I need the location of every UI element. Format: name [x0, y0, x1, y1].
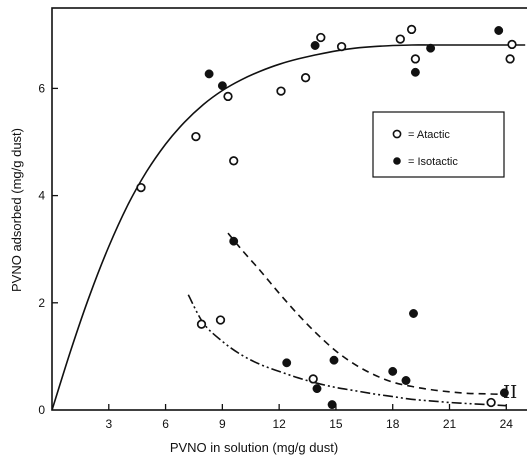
point-isotactic-14: [499, 388, 509, 398]
point-isotactic-11: [388, 366, 398, 376]
point-atactic-3: [229, 156, 239, 166]
point-atactic-13: [196, 319, 207, 329]
point-atactic-8: [395, 34, 405, 44]
point-isotactic-9: [329, 355, 339, 365]
x-tick-label-15: 15: [329, 417, 343, 431]
point-isotactic-2: [310, 41, 320, 50]
data-points: [136, 24, 517, 410]
y-tick-label-0: 0: [38, 403, 45, 417]
point-atactic-12: [505, 54, 515, 64]
point-isotactic-4: [426, 43, 436, 53]
x-tick-label-24: 24: [500, 417, 514, 431]
y-tick-label-6: 6: [38, 81, 45, 95]
point-atactic-4: [276, 86, 286, 96]
point-isotactic-5: [494, 26, 504, 35]
legend: = Atactic = Isotactic: [372, 111, 505, 178]
point-atactic-5: [300, 73, 311, 83]
point-isotactic-3: [410, 67, 420, 77]
x-tick-label-12: 12: [272, 417, 286, 431]
x-axis-title: PVNO in solution (mg/g dust): [170, 440, 338, 455]
x-tick-label-6: 6: [162, 417, 169, 431]
x-tick-label-3: 3: [105, 417, 112, 431]
point-atactic-14: [215, 315, 226, 325]
curve-label-II: II: [503, 382, 517, 403]
fitted-curves: [51, 44, 526, 411]
curve-curve-dashed: [227, 232, 507, 396]
point-atactic-0: [136, 182, 146, 193]
curve-curve-I: [51, 44, 526, 411]
point-isotactic-7: [282, 358, 292, 368]
y-tick-label-2: 2: [38, 296, 45, 310]
point-isotactic-10: [327, 400, 337, 410]
point-isotactic-12: [401, 376, 411, 385]
legend-isotactic-marker: [393, 157, 401, 165]
legend-box: [372, 111, 505, 178]
point-atactic-10: [410, 54, 421, 64]
y-axis-title: PVNO adsorbed (mg/g dust): [9, 128, 24, 292]
x-tick-label-21: 21: [443, 417, 457, 431]
legend-atactic-marker: [392, 129, 402, 139]
plot-frame: [51, 7, 527, 411]
point-atactic-15: [308, 374, 318, 384]
x-tick-label-18: 18: [386, 417, 400, 431]
point-atactic-7: [336, 41, 347, 52]
curve-curve-II: [187, 294, 507, 407]
y-tick-label-4: 4: [38, 189, 45, 203]
point-atactic-2: [223, 91, 233, 102]
legend-atactic-label: = Atactic: [408, 129, 450, 141]
point-atactic-6: [316, 32, 326, 43]
point-isotactic-0: [204, 69, 214, 79]
point-isotactic-13: [409, 309, 418, 318]
point-isotactic-8: [312, 384, 322, 394]
point-atactic-9: [406, 24, 417, 35]
point-isotactic-6: [229, 236, 239, 246]
point-isotactic-1: [217, 81, 227, 91]
point-atactic-1: [191, 131, 201, 142]
x-tick-label-9: 9: [219, 417, 226, 431]
legend-isotactic-label: = Isotactic: [408, 156, 458, 168]
point-atactic-11: [507, 39, 517, 50]
point-atactic-16: [486, 397, 496, 408]
